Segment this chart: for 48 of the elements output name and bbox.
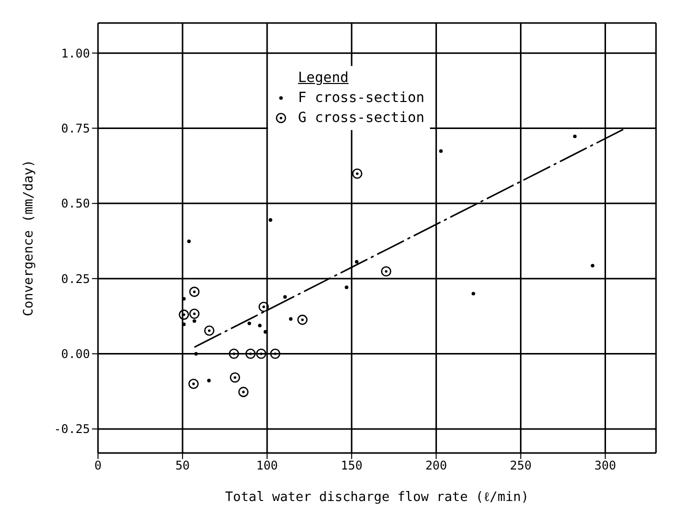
point [230,372,240,383]
y-tick-label: 0.25 [61,272,90,286]
point [439,149,443,153]
x-tick-label: 200 [425,458,448,473]
point [288,317,293,321]
point [270,348,280,359]
x-tick-label: 0 [94,458,102,473]
point [283,295,287,299]
point [380,266,392,277]
point [178,310,190,320]
x-axis-title: Total water discharge flow rate (ℓ/min) [225,490,529,505]
point [258,302,269,312]
point [194,352,198,356]
x-tick-label: 300 [594,458,616,473]
y-tick-label: 0.00 [61,347,90,362]
legend-label: G cross-section [298,110,424,126]
point [238,386,249,398]
x-tick-label: 250 [510,458,532,473]
y-tick-label: -0.25 [54,422,90,436]
y-axis-title: Convergence (mm/day) [22,160,37,316]
point [207,378,211,382]
point [245,348,256,359]
legend-label: F cross-section [298,90,424,106]
point [248,322,252,326]
point [204,325,214,336]
point [228,348,240,359]
y-tick-label: 0.75 [61,122,90,136]
point [187,240,191,244]
y-tick-label: 1.00 [61,46,90,60]
point [472,292,476,296]
x-tick-label: 50 [175,458,190,473]
x-tick-label: 150 [340,458,362,473]
point [258,324,262,328]
point [192,319,196,323]
x-tick-label: 100 [256,458,278,473]
legend-title: Legend [298,69,350,88]
point [189,308,200,319]
point [354,260,359,264]
point [256,348,266,359]
point [297,314,308,325]
point [573,134,577,138]
point [590,264,594,268]
point [268,218,272,222]
point [344,286,348,290]
point [189,286,200,297]
point [352,168,362,179]
point [188,378,199,389]
y-tick-label: 0.50 [61,196,90,211]
